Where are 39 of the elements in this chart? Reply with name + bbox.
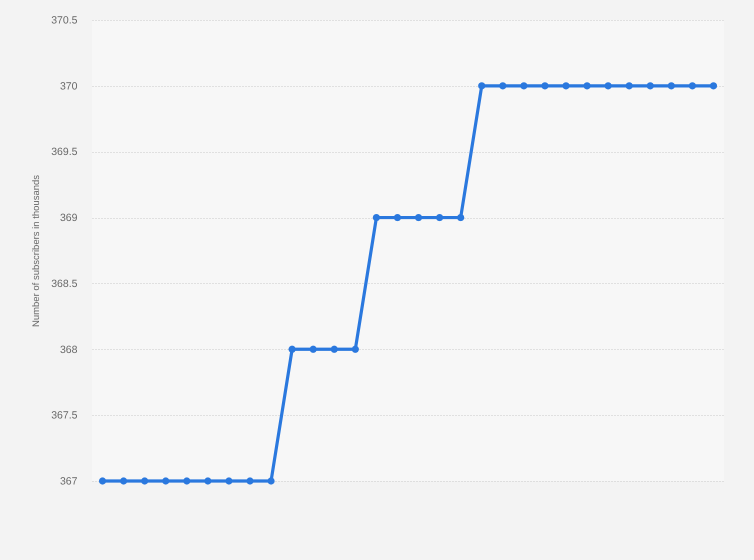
- y-tick-label: 370.5: [51, 14, 78, 26]
- point: [183, 477, 190, 485]
- point: [436, 214, 444, 222]
- point: [478, 82, 486, 90]
- point: [604, 82, 612, 90]
- point: [372, 214, 380, 222]
- y-tick-label: 369.5: [51, 146, 78, 158]
- y-axis-title: Number of subscribers in thousands: [31, 174, 42, 328]
- y-tick-label: 368: [60, 344, 78, 356]
- point: [246, 477, 254, 485]
- point: [710, 82, 718, 90]
- point: [583, 82, 591, 90]
- point: [457, 214, 464, 222]
- y-tick-label: 367.5: [51, 410, 78, 422]
- point: [414, 214, 422, 222]
- y-tick-label: 368.5: [51, 278, 78, 290]
- point: [225, 477, 233, 485]
- point: [310, 346, 317, 353]
- point: [688, 82, 696, 90]
- point: [162, 477, 170, 485]
- point: [668, 82, 675, 90]
- point: [288, 346, 296, 353]
- point: [541, 82, 549, 90]
- point: [352, 346, 359, 353]
- point: [646, 82, 654, 90]
- point: [626, 82, 633, 90]
- point: [98, 477, 106, 485]
- point: [204, 477, 212, 485]
- point: [394, 214, 402, 222]
- point: [499, 82, 506, 90]
- point: [120, 477, 128, 485]
- point: [267, 477, 275, 485]
- point: [562, 82, 570, 90]
- y-tick-label: 370: [60, 80, 78, 92]
- point: [330, 346, 338, 353]
- y-tick-label: 369: [60, 212, 78, 224]
- y-tick-label: 367: [60, 476, 78, 488]
- point: [520, 82, 528, 90]
- point: [141, 477, 148, 485]
